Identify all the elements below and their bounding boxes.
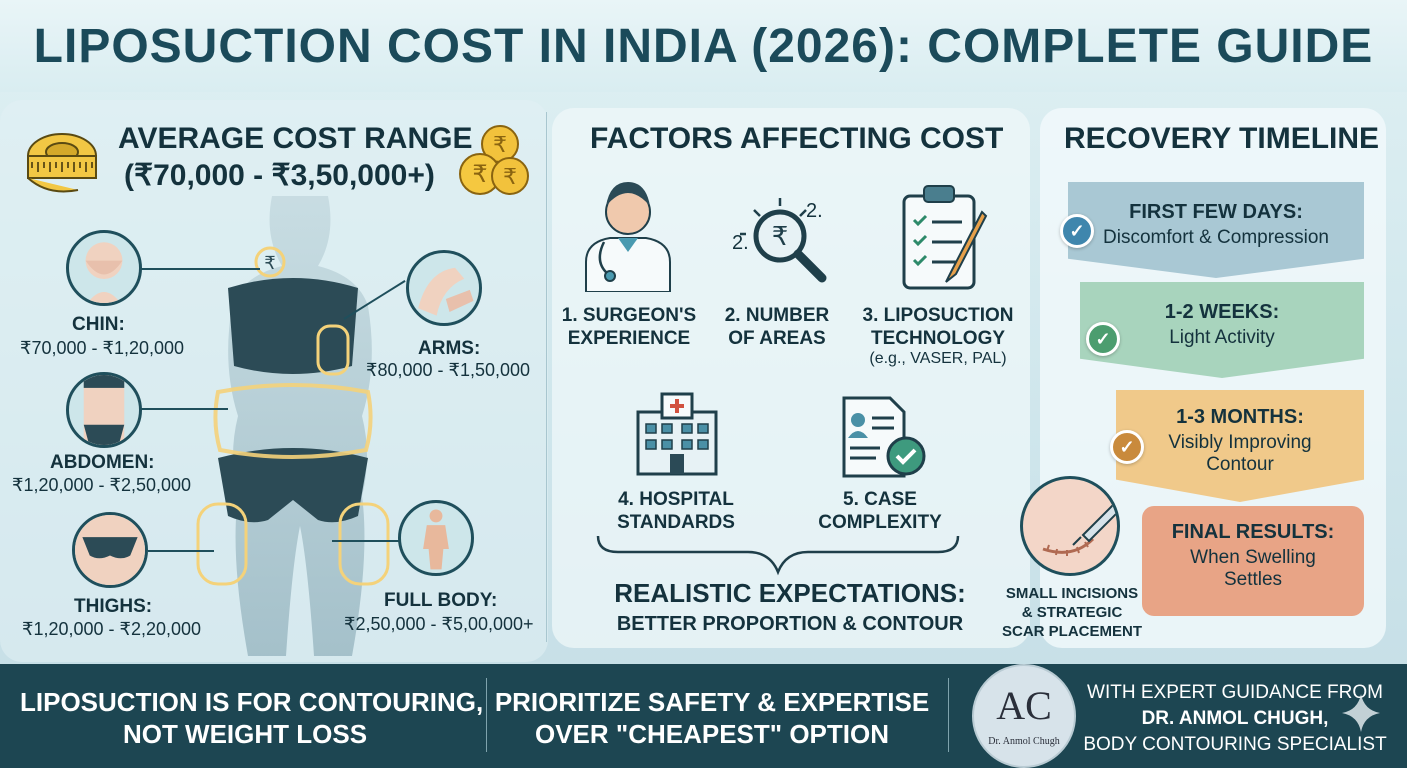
logo-monogram: AC [996, 683, 1052, 728]
footer-divider [948, 678, 949, 752]
abdomen-icon [83, 375, 125, 445]
measuring-tape-icon [27, 133, 97, 193]
magnifier-rupee-icon: ₹ [740, 198, 827, 283]
abdomen-price: ₹1,20,000 - ₹2,50,000 [12, 475, 192, 495]
chin-area-circle [66, 230, 142, 306]
footer-safety-note: PRIORITIZE SAFETY & EXPERTISE OVER "CHEAP… [494, 687, 930, 749]
recovery-step-3: 1-3 MONTHS: Visibly Improving Contour [1116, 390, 1364, 502]
full-body-price: ₹2,50,000 - ₹5,00,000+ [344, 614, 534, 634]
svg-text:₹: ₹ [772, 222, 789, 252]
thighs-area-circle [72, 512, 148, 588]
realistic-expectations: REALISTIC EXPECTATIONS: BETTER PROPORTIO… [560, 578, 1020, 636]
panel-divider [546, 112, 547, 642]
recovery-step-1: FIRST FEW DAYS: Discomfort & Compression [1068, 182, 1364, 278]
abdomen-label: ABDOMEN: [50, 452, 155, 473]
footer-banner [0, 664, 1407, 768]
full-body-icon [423, 509, 449, 570]
footer-divider [486, 678, 487, 752]
page-title: LIPOSUCTION COST IN INDIA (2026): COMPLE… [33, 19, 1374, 73]
arms-area-circle [406, 250, 482, 326]
magnifier-mark-top: 2. [806, 200, 823, 222]
factor-5-label: 5. CASE COMPLEXITY [818, 489, 942, 533]
check-icon: ✓ [1060, 214, 1094, 248]
magnifier-mark-left: 2. [732, 232, 749, 254]
average-cost-range: (₹70,000 - ₹3,50,000+) [124, 159, 435, 192]
thighs-price: ₹1,20,000 - ₹2,20,000 [22, 619, 202, 639]
chin-icon [85, 242, 123, 303]
factor-4-label: 4. HOSPITAL STANDARDS [617, 489, 735, 533]
recovery-title: RECOVERY TIMELINE [1064, 122, 1380, 155]
full-body-label: FULL BODY: [384, 590, 498, 611]
footer-contouring-note: LIPOSUCTION IS FOR CONTOURING, NOT WEIGHT… [20, 687, 484, 749]
abdomen-leader-line [140, 408, 228, 410]
rupee-coins-icon: ₹ ₹ ₹ [459, 125, 529, 195]
full-body-leader-line [332, 540, 400, 542]
doctor-icon [585, 182, 671, 292]
clipboard-icon [902, 185, 988, 290]
recovery-step-4: FINAL RESULTS: When Swelling Settles [1142, 506, 1364, 616]
footer-expert-guidance: WITH EXPERT GUIDANCE FROM DR. ANMOL CHUG… [1083, 682, 1387, 755]
hospital-icon [636, 392, 718, 476]
abdomen-area-circle [66, 372, 142, 448]
chin-price: ₹70,000 - ₹1,20,000 [20, 338, 185, 358]
check-icon: ✓ [1086, 322, 1120, 356]
body-silhouette-illustration: ₹ [196, 196, 390, 656]
svg-text:₹: ₹ [472, 160, 487, 188]
svg-text:₹: ₹ [493, 133, 507, 158]
incision-illustration [1020, 476, 1120, 576]
arms-price: ₹80,000 - ₹1,50,000 [366, 360, 531, 380]
svg-text:₹: ₹ [503, 165, 517, 190]
case-file-icon [842, 396, 926, 478]
doctor-logo: AC Dr. Anmol Chugh [972, 664, 1076, 768]
chin-label: CHIN: [72, 314, 125, 335]
thighs-leader-line [148, 550, 214, 552]
factors-brace [596, 535, 960, 576]
chin-leader-line [140, 268, 260, 270]
sparkle-icon [1342, 694, 1380, 732]
header-banner: LIPOSUCTION COST IN INDIA (2026): COMPLE… [0, 0, 1407, 92]
factors-title: FACTORS AFFECTING COST [590, 122, 1004, 155]
check-icon: ✓ [1110, 430, 1144, 464]
full-body-area-circle [398, 500, 474, 576]
incision-caption: SMALL INCISIONS & STRATEGIC SCAR PLACEME… [1001, 585, 1142, 640]
factor-1-label: 1. SURGEON'S EXPERIENCE [561, 305, 697, 349]
arm-icon [418, 267, 474, 316]
factor-2-label: 2. NUMBER OF AREAS [724, 305, 830, 349]
realistic-title: REALISTIC EXPECTATIONS: [614, 578, 966, 608]
thighs-label: THIGHS: [74, 596, 153, 617]
factor-3-note: (e.g., VASER, PAL) [869, 350, 1007, 367]
arms-label: ARMS: [418, 338, 481, 359]
factor-3-label: 3. LIPOSUCTION TECHNOLOGY [862, 305, 1014, 349]
realistic-subtitle: BETTER PROPORTION & CONTOUR [616, 613, 964, 635]
thighs-icon [75, 515, 145, 585]
recovery-step-2: 1-2 WEEKS: Light Activity [1080, 282, 1364, 378]
logo-name: Dr. Anmol Chugh [988, 736, 1060, 747]
svg-text:₹: ₹ [264, 253, 275, 274]
average-cost-title: AVERAGE COST RANGE [118, 122, 473, 155]
